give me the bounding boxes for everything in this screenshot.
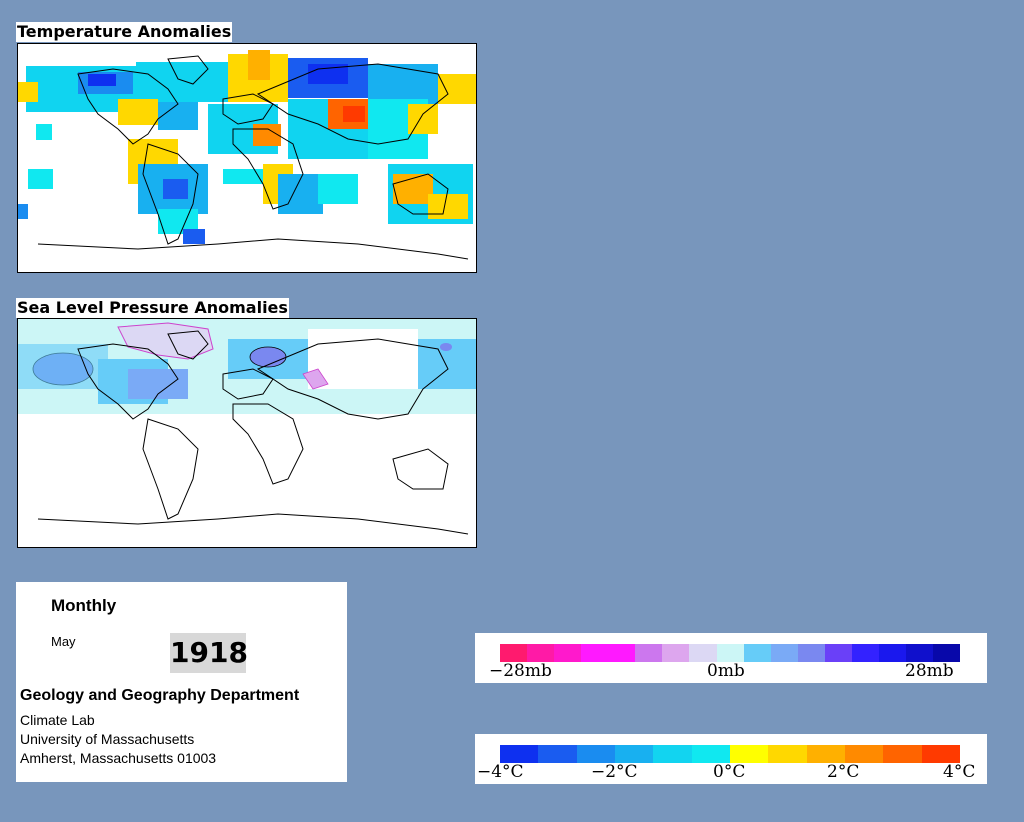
pressure-anomaly-fields [18,319,476,414]
address-line: Amherst, Massachusetts 01003 [20,750,217,766]
pressure-legend-swatch [581,644,609,662]
pressure-legend-swatch [527,644,555,662]
pressure-anomaly-map [17,318,477,548]
temperature-legend-swatch [844,745,884,763]
pressure-legend-swatch [905,644,933,662]
temperature-legend-swatch [921,745,960,763]
university-name: University of Massachusetts [20,731,195,747]
temperature-color-bar [500,745,960,763]
temperature-legend-swatch [883,745,922,763]
temperature-legend-zero: 0°C [713,762,746,782]
temperature-legend-m2: −2°C [591,762,638,782]
temperature-legend-swatch [729,745,769,763]
temperature-legend-p4: 4°C [943,762,976,782]
pressure-legend-max: 28mb [905,661,954,681]
temperature-map-title: Temperature Anomalies [16,22,233,42]
pressure-legend-swatch [770,644,798,662]
pressure-legend-swatch [689,644,717,662]
temperature-legend-swatch [768,745,807,763]
temperature-anomaly-map [17,43,477,273]
temperature-anomaly-fields [18,50,476,244]
pressure-legend-swatch [716,644,744,662]
lab-name: Climate Lab [20,712,95,728]
pressure-map-title: Sea Level Pressure Anomalies [16,298,289,318]
pressure-legend-swatch [608,644,636,662]
period-label: Monthly [51,596,117,615]
year-display: 1918 [170,633,248,673]
continent-outlines [37,55,469,260]
temperature-legend-swatch [691,745,730,763]
pressure-legend-swatch [500,644,528,662]
temperature-legend-swatch [500,745,539,763]
temperature-legend-swatch [576,745,615,763]
temperature-legend-swatch [806,745,845,763]
pressure-color-legend: −28mb 0mb 28mb [475,633,987,683]
temperature-legend-swatch [538,745,577,763]
temperature-legend-p2: 2°C [827,762,860,782]
pressure-legend-mid: 0mb [707,661,745,681]
pressure-legend-swatch [824,644,852,662]
pressure-legend-swatch [797,644,825,662]
department-name: Geology and Geography Department [20,687,300,704]
pressure-legend-swatch [554,644,582,662]
pressure-color-bar [500,644,961,662]
pressure-legend-swatch [635,644,663,662]
temperature-legend-swatch [653,745,692,763]
temperature-color-legend: −4°C −2°C 0°C 2°C 4°C [475,734,987,784]
info-panel: Monthly May 1918 Geology and Geography D… [16,582,347,782]
temperature-legend-m4: −4°C [477,762,524,782]
temperature-legend-swatch [614,745,654,763]
continent-outlines [37,330,469,535]
pressure-legend-swatch [662,644,690,662]
pressure-legend-min: −28mb [489,661,552,681]
pressure-legend-swatch [933,644,961,662]
month-label: May [51,634,76,649]
pressure-legend-swatch [878,644,906,662]
pressure-legend-swatch [743,644,771,662]
pressure-legend-swatch [851,644,879,662]
